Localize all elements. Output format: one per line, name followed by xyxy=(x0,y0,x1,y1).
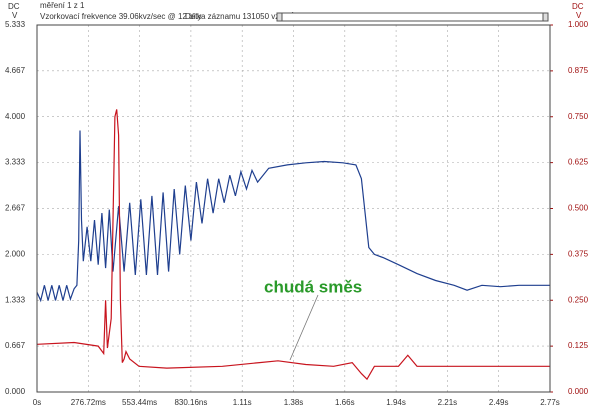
x-tick-label: 2.49s xyxy=(489,398,509,407)
y-tick-label: 2.667 xyxy=(5,204,26,213)
x-tick-label: 2.77s xyxy=(540,398,560,407)
y-tick-label: 4.000 xyxy=(5,112,26,121)
x-tick-label: 1.11s xyxy=(233,398,252,407)
plot-frame xyxy=(36,24,551,393)
annotation: chudá směs xyxy=(264,277,362,296)
y-tick-label: 3.333 xyxy=(5,158,26,167)
y2-tick-label: 0.750 xyxy=(568,112,589,121)
record-label: měření 1 z 1 xyxy=(40,1,85,10)
y2-tick-label: 0.125 xyxy=(568,341,589,350)
y-tick-label: 4.667 xyxy=(5,66,26,75)
x-tick-label: 1.66s xyxy=(335,398,355,407)
y2-tick-label: 0.875 xyxy=(568,66,589,75)
scroll-handle-right[interactable] xyxy=(542,12,549,22)
y2-tick-label: 0.000 xyxy=(568,387,589,396)
x-tick-label: 2.21s xyxy=(438,398,458,407)
rate-label: Vzorkovací frekvence 39.06kvz/sec @ 12 b… xyxy=(40,12,202,21)
x-tick-label: 1.94s xyxy=(386,398,406,407)
y2-tick-label: 0.625 xyxy=(568,158,589,167)
y-tick-label: 0.667 xyxy=(5,341,26,350)
x-tick-label: 830.16ns xyxy=(174,398,207,407)
x-tick-label: 553.44ms xyxy=(122,398,157,407)
y-tick-label: 2.000 xyxy=(5,249,26,258)
y-tick-label: 5.333 xyxy=(5,20,26,29)
y-tick-label: 0.000 xyxy=(5,387,26,396)
length-label: Délka záznamu 131050 vzorků xyxy=(185,12,295,21)
trace xyxy=(36,130,551,303)
scroll-handle-left[interactable] xyxy=(276,12,283,22)
annotation-pointer xyxy=(289,294,319,361)
y2-tick-label: 1.000 xyxy=(568,20,589,29)
left-unit-top: DC xyxy=(8,2,20,11)
x-tick-label: 0s xyxy=(33,398,41,407)
y2-tick-label: 0.250 xyxy=(568,295,589,304)
right-unit: V xyxy=(576,11,582,20)
scrollbar[interactable] xyxy=(276,12,549,22)
y-tick-label: 1.333 xyxy=(5,295,26,304)
trace xyxy=(36,109,551,381)
y2-tick-label: 0.375 xyxy=(568,249,589,258)
x-tick-label: 1.38s xyxy=(284,398,304,407)
y2-tick-label: 0.500 xyxy=(568,204,589,213)
right-unit-top: DC xyxy=(572,2,584,11)
left-unit: V xyxy=(12,11,18,20)
x-tick-label: 276.72ms xyxy=(71,398,106,407)
